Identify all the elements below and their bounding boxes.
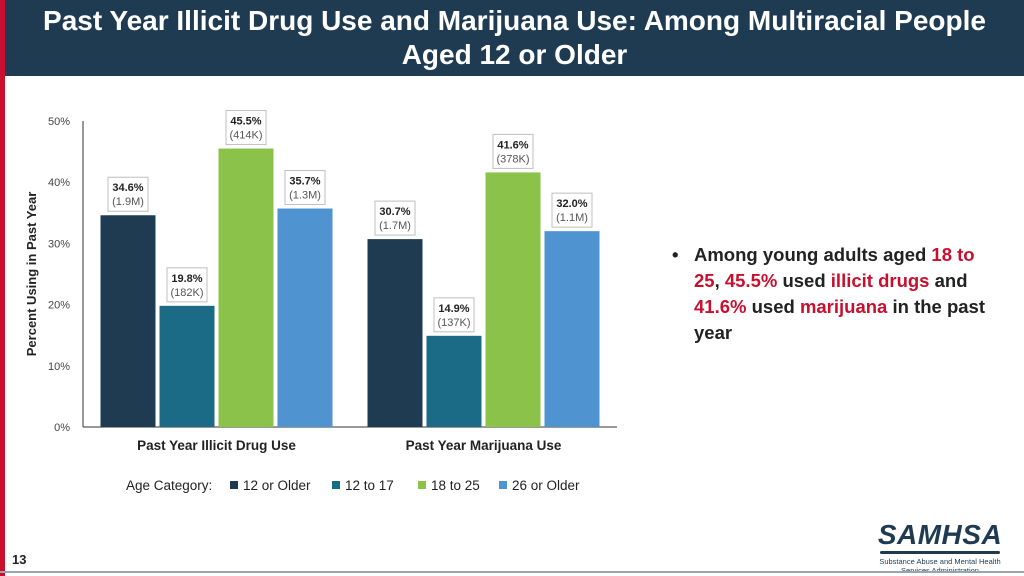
- samhsa-logo: SAMHSA Substance Abuse and Mental Health…: [870, 519, 1010, 576]
- logo-swoosh: [880, 551, 1000, 554]
- bullet-run: ,: [714, 270, 725, 291]
- data-label-box: [107, 176, 149, 212]
- legend-label: 26 or Older: [512, 478, 580, 493]
- bullet-run: illicit drugs: [830, 270, 930, 291]
- page-number: 13: [12, 552, 27, 567]
- bar-18-to-25: [218, 148, 274, 427]
- x-category-label: Past Year Illicit Drug Use: [137, 438, 296, 453]
- legend-title: Age Category:: [126, 478, 212, 493]
- data-label-count: (1.3M): [289, 190, 321, 202]
- data-label-count: (1.9M): [112, 196, 144, 208]
- bullet-run: and: [929, 270, 968, 291]
- y-tick-label: 40%: [48, 177, 70, 189]
- data-label-box: [284, 170, 326, 206]
- bar-26-or-older: [277, 208, 333, 427]
- legend-swatch: [230, 481, 238, 489]
- data-label-count: (1.7M): [379, 220, 411, 232]
- data-label-count: (182K): [170, 287, 203, 299]
- title-banner: Past Year Illicit Drug Use and Marijuana…: [5, 0, 1024, 76]
- data-label-count: (1.1M): [556, 212, 588, 224]
- bar-12-to-17: [426, 335, 482, 427]
- bullet-run: used: [746, 296, 800, 317]
- logo-subtitle-2: Services Administration: [870, 566, 1010, 575]
- data-label-box: [551, 192, 593, 228]
- legend-label: 18 to 25: [431, 478, 480, 493]
- y-tick-label: 30%: [48, 238, 70, 250]
- key-finding-bullet: • Among young adults aged 18 to 25, 45.5…: [672, 242, 992, 346]
- x-category-label: Past Year Marijuana Use: [406, 438, 562, 453]
- data-label-value: 32.0%: [556, 198, 587, 210]
- bullet-run: Among young adults aged: [694, 244, 932, 265]
- bullet-run: in the past year: [694, 296, 985, 343]
- bar-12-to-17: [159, 305, 215, 427]
- left-accent-bar: [0, 0, 5, 576]
- legend-swatch: [499, 481, 507, 489]
- y-tick-label: 50%: [48, 116, 70, 128]
- legend-swatch: [418, 481, 426, 489]
- bullet-run: 18 to 25: [694, 244, 975, 291]
- data-label-value: 35.7%: [289, 176, 320, 188]
- bar-12-or-older: [367, 239, 423, 427]
- data-label-box: [492, 133, 534, 169]
- bullet-run: 45.5%: [724, 270, 778, 291]
- bar-26-or-older: [544, 231, 600, 427]
- data-label-value: 14.9%: [438, 303, 469, 315]
- bullet-run: 41.6%: [694, 296, 747, 317]
- data-label-box: [433, 297, 475, 333]
- bottom-divider: [0, 571, 1024, 573]
- logo-wordmark: SAMHSA: [877, 519, 1003, 550]
- bar-chart: 0% 10% 20% 30% 40% 50% Percent Using in Past Y…: [24, 110, 617, 493]
- y-axis-title: Percent Using in Past Year: [24, 192, 39, 357]
- data-label-value: 45.5%: [230, 116, 261, 128]
- bar-18-to-25: [485, 172, 541, 427]
- legend-label: 12 or Older: [243, 478, 311, 493]
- slide-title: Past Year Illicit Drug Use and Marijuana…: [43, 5, 986, 70]
- legend-swatch: [332, 481, 340, 489]
- bullet-run: marijuana: [799, 296, 888, 317]
- bullet-dot: •: [672, 244, 679, 265]
- data-label-value: 34.6%: [112, 182, 143, 194]
- bullet-run: used: [777, 270, 831, 291]
- data-label-count: (137K): [437, 317, 470, 329]
- y-tick-label: 20%: [48, 300, 70, 312]
- data-label-count: (378K): [496, 153, 529, 165]
- data-label-value: 30.7%: [379, 206, 410, 218]
- y-tick-label: 10%: [48, 361, 70, 373]
- key-finding-text: Among young adults aged 18 to 25, 45.5% …: [694, 242, 992, 346]
- legend-label: 12 to 17: [345, 478, 394, 493]
- data-label-box: [166, 267, 208, 303]
- data-label-box: [374, 200, 416, 236]
- bar-12-or-older: [100, 215, 156, 427]
- data-label-box: [225, 110, 267, 146]
- data-label-value: 41.6%: [497, 139, 528, 151]
- data-label-count: (414K): [229, 130, 262, 142]
- data-label-value: 19.8%: [171, 273, 202, 285]
- logo-subtitle-1: Substance Abuse and Mental Health: [879, 557, 1001, 566]
- y-tick-label: 0%: [54, 422, 70, 434]
